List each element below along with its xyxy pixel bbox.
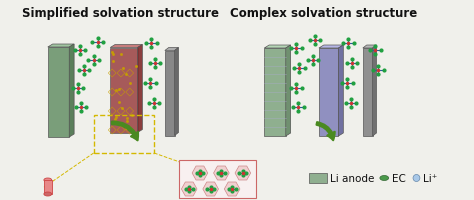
Polygon shape bbox=[264, 49, 286, 136]
Polygon shape bbox=[363, 46, 376, 49]
Polygon shape bbox=[373, 46, 376, 136]
Bar bbox=[94, 115, 154, 153]
Ellipse shape bbox=[413, 175, 420, 182]
Text: Complex solvation structure: Complex solvation structure bbox=[230, 7, 418, 20]
Polygon shape bbox=[137, 45, 142, 133]
Text: Li anode: Li anode bbox=[329, 173, 374, 183]
Polygon shape bbox=[165, 51, 174, 136]
FancyArrowPatch shape bbox=[317, 122, 335, 141]
Polygon shape bbox=[319, 46, 343, 49]
Polygon shape bbox=[110, 45, 142, 48]
Polygon shape bbox=[165, 48, 179, 51]
Polygon shape bbox=[48, 48, 69, 137]
Text: Simplified solvation structure: Simplified solvation structure bbox=[22, 7, 219, 20]
Polygon shape bbox=[338, 46, 343, 136]
Polygon shape bbox=[286, 46, 291, 136]
Polygon shape bbox=[174, 48, 179, 136]
Ellipse shape bbox=[44, 192, 52, 196]
Bar bbox=[44, 180, 52, 194]
Polygon shape bbox=[182, 182, 197, 196]
Ellipse shape bbox=[44, 178, 52, 182]
Polygon shape bbox=[110, 48, 137, 133]
Bar bbox=[180, 160, 255, 198]
Polygon shape bbox=[192, 166, 208, 180]
FancyArrowPatch shape bbox=[112, 122, 138, 141]
Text: Li⁺: Li⁺ bbox=[423, 173, 438, 183]
Polygon shape bbox=[203, 182, 219, 196]
Polygon shape bbox=[214, 166, 229, 180]
Bar bbox=[309, 173, 327, 183]
Polygon shape bbox=[319, 49, 338, 136]
Polygon shape bbox=[224, 182, 240, 196]
Polygon shape bbox=[69, 45, 74, 137]
Polygon shape bbox=[235, 166, 251, 180]
Ellipse shape bbox=[380, 176, 389, 181]
Polygon shape bbox=[48, 45, 74, 48]
Text: EC: EC bbox=[392, 173, 406, 183]
Polygon shape bbox=[363, 49, 373, 136]
Polygon shape bbox=[264, 46, 291, 49]
